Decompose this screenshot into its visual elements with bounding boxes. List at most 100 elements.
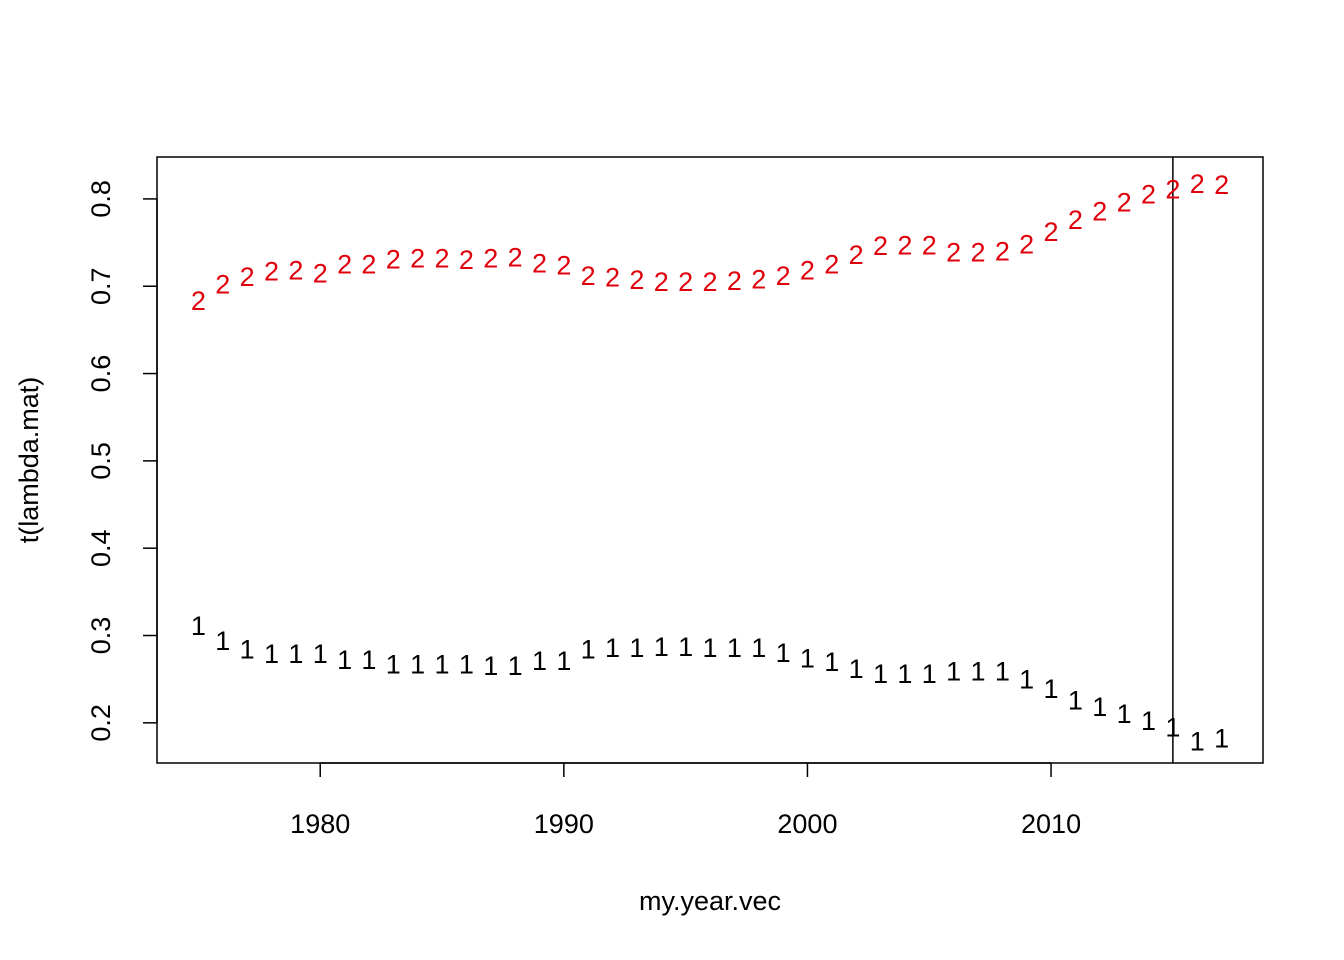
point-series-2: 2: [1141, 180, 1156, 210]
point-series-1: 1: [897, 659, 912, 689]
point-series-1: 1: [313, 639, 328, 669]
point-series-1: 1: [215, 626, 230, 656]
point-series-1: 1: [1044, 674, 1059, 704]
point-series-2: 2: [581, 261, 596, 291]
y-tick-label: 0.3: [86, 617, 116, 655]
point-series-2: 2: [946, 237, 961, 267]
point-series-1: 1: [922, 659, 937, 689]
point-series-1: 1: [337, 645, 352, 675]
point-series-2: 2: [1214, 170, 1229, 200]
point-series-1: 1: [678, 632, 693, 662]
point-series-2: 2: [483, 243, 498, 273]
point-series-1: 1: [970, 656, 985, 686]
point-series-2: 2: [702, 267, 717, 297]
point-series-1: 1: [288, 639, 303, 669]
point-series-2: 2: [435, 243, 450, 273]
point-series-1: 1: [240, 635, 255, 665]
point-series-1: 1: [824, 647, 839, 677]
point-series-1: 1: [605, 633, 620, 663]
point-series-2: 2: [532, 249, 547, 279]
point-series-1: 1: [849, 654, 864, 684]
point-series-1: 1: [410, 649, 425, 679]
point-series-2: 2: [1019, 229, 1034, 259]
point-series-2: 2: [605, 263, 620, 293]
point-series-2: 2: [654, 267, 669, 297]
x-axis: 1980 1990 2000 2010: [290, 762, 1081, 839]
point-series-1: 1: [508, 651, 523, 681]
y-tick-label: 0.4: [86, 529, 116, 567]
point-series-1: 1: [654, 632, 669, 662]
point-series-2: 2: [191, 286, 206, 316]
point-series-1: 1: [459, 649, 474, 679]
point-series-1: 1: [435, 649, 450, 679]
point-series-2: 2: [508, 243, 523, 273]
point-series-1: 1: [191, 611, 206, 641]
point-series-1: 1: [1214, 724, 1229, 754]
point-series-1: 1: [386, 649, 401, 679]
point-series-2: 2: [995, 236, 1010, 266]
y-tick-label: 0.2: [86, 704, 116, 742]
point-series-2: 2: [1044, 217, 1059, 247]
y-axis-title: t(lambda.mat): [14, 377, 44, 544]
y-tick-label: 0.5: [86, 442, 116, 480]
point-series-2: 2: [1117, 188, 1132, 218]
point-series-2: 2: [459, 245, 474, 275]
point-series-1: 1: [995, 656, 1010, 686]
point-series-2: 2: [776, 261, 791, 291]
point-series-1: 1: [1117, 699, 1132, 729]
point-series-2: 2: [313, 258, 328, 288]
point-series-2: 2: [849, 240, 864, 270]
point-series-1: 1: [581, 635, 596, 665]
plot-frame: [156, 156, 1264, 764]
x-tick-label: 1980: [290, 809, 350, 839]
point-series-1: 1: [532, 646, 547, 676]
point-series-1: 1: [946, 656, 961, 686]
y-tick-label: 0.8: [86, 180, 116, 218]
point-series-1: 1: [1190, 726, 1205, 756]
point-series-2: 2: [556, 250, 571, 280]
point-series-1: 1: [361, 645, 376, 675]
x-tick-label: 2010: [1021, 809, 1081, 839]
x-tick-label: 1990: [534, 809, 594, 839]
point-series-1: 1: [1068, 685, 1083, 715]
point-series-1: 1: [556, 646, 571, 676]
point-series-2: 2: [922, 230, 937, 260]
point-series-1: 1: [776, 638, 791, 668]
y-axis: 0.2 0.3 0.4 0.5 0.6 0.7 0.8: [86, 180, 158, 742]
point-series-2: 2: [410, 243, 425, 273]
point-series-1: 1: [1141, 706, 1156, 736]
point-series-1: 1: [727, 633, 742, 663]
y-tick-label: 0.6: [86, 355, 116, 393]
point-series-1: 1: [873, 659, 888, 689]
point-series-1: 1: [1092, 692, 1107, 722]
point-series-2: 2: [1190, 169, 1205, 199]
point-series-2: 2: [264, 257, 279, 287]
point-series-2: 2: [288, 256, 303, 286]
point-series-2: 2: [897, 230, 912, 260]
point-series-2: 2: [800, 256, 815, 286]
point-series-1: 1: [1019, 664, 1034, 694]
point-series-2: 2: [824, 250, 839, 280]
point-series-2: 2: [337, 250, 352, 280]
point-series-2: 2: [1165, 174, 1180, 204]
point-series-1: 1: [751, 633, 766, 663]
point-series-1: 1: [629, 633, 644, 663]
y-tick-label: 0.7: [86, 267, 116, 305]
point-series-2: 2: [629, 265, 644, 295]
point-series-2: 2: [970, 237, 985, 267]
point-series-2: 2: [1092, 196, 1107, 226]
point-series-1: 1: [1165, 712, 1180, 742]
x-tick-label: 2000: [777, 809, 837, 839]
point-series-1: 1: [702, 633, 717, 663]
point-series-2: 2: [215, 270, 230, 300]
point-series-2: 2: [678, 267, 693, 297]
point-series-2: 2: [361, 250, 376, 280]
x-axis-title: my.year.vec: [639, 886, 781, 916]
point-series-2: 2: [240, 262, 255, 292]
point-series-2: 2: [727, 266, 742, 296]
point-series-1: 1: [800, 643, 815, 673]
point-series-2: 2: [751, 264, 766, 294]
point-series-2: 2: [386, 244, 401, 274]
